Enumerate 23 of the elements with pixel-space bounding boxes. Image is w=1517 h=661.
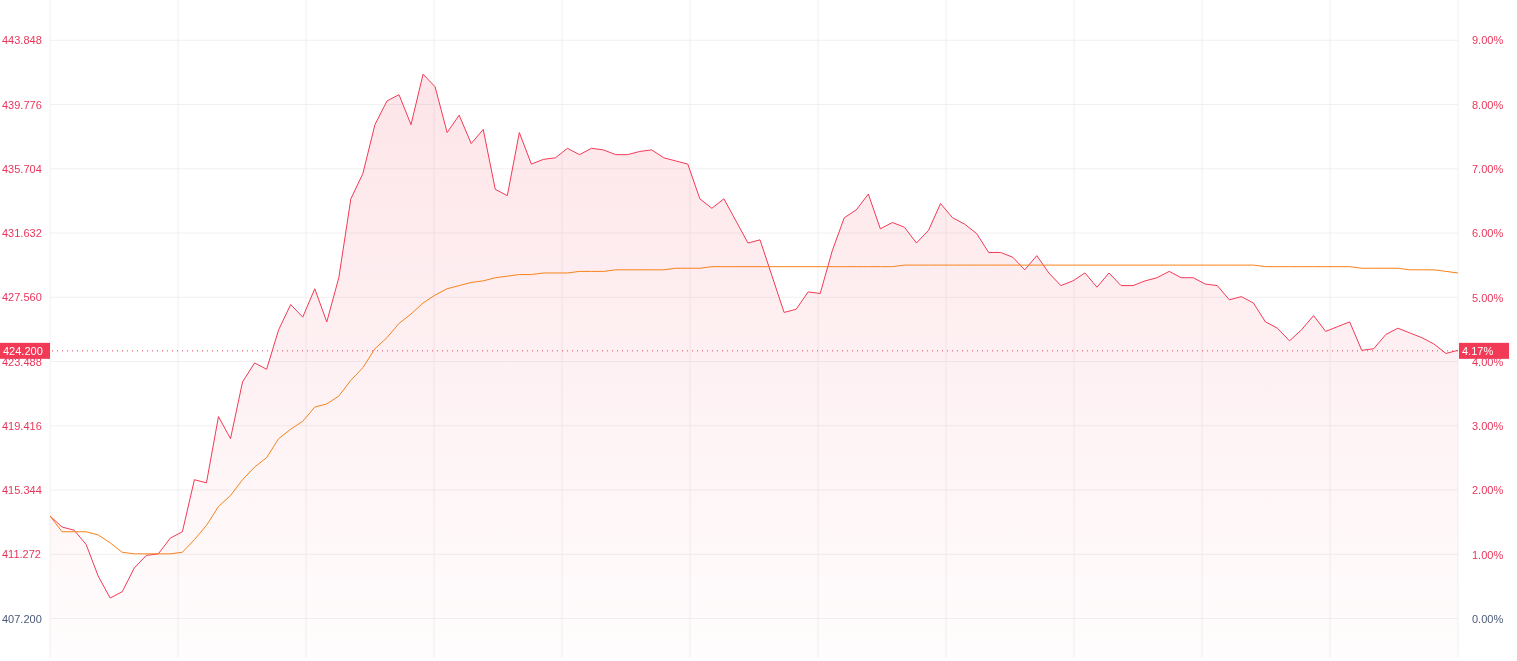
line-series <box>49 264 1459 555</box>
y-tick-label: 435.704 <box>2 162 42 175</box>
y-tick-label: 407.200 <box>2 612 42 625</box>
y-tick-label: 411.272 <box>2 548 41 561</box>
y-tick-label: 423.488 <box>2 355 42 368</box>
y2-tick-label: 3.00% <box>1472 420 1504 433</box>
y2-tick-label: 7.00% <box>1472 163 1504 175</box>
y2-tick-label: 8.00% <box>1472 98 1504 111</box>
y-tick-label: 419.416 <box>2 419 42 432</box>
text: 424.200 <box>3 344 43 357</box>
y2-tick-label: 9.00% <box>1472 34 1504 47</box>
y-tick-label: 431.632 <box>2 227 42 240</box>
y2-tick-label: 4.00% <box>1472 355 1504 368</box>
y2-tick-label: 5.00% <box>1472 291 1504 304</box>
y2-tick-label: 2.00% <box>1472 484 1504 497</box>
y-tick-label: 427.560 <box>2 291 42 304</box>
y2-tick-label: 0.00% <box>1472 612 1504 625</box>
ref-line-label: 4.17% <box>1462 344 1494 357</box>
y-tick-label: 415.344 <box>2 484 42 497</box>
y2-tick-label: 1.00% <box>1472 548 1504 561</box>
y2-tick-label: 6.00% <box>1472 227 1504 240</box>
y-tick-label: 439.776 <box>2 98 42 111</box>
y-tick-label: 443.848 <box>2 34 42 47</box>
